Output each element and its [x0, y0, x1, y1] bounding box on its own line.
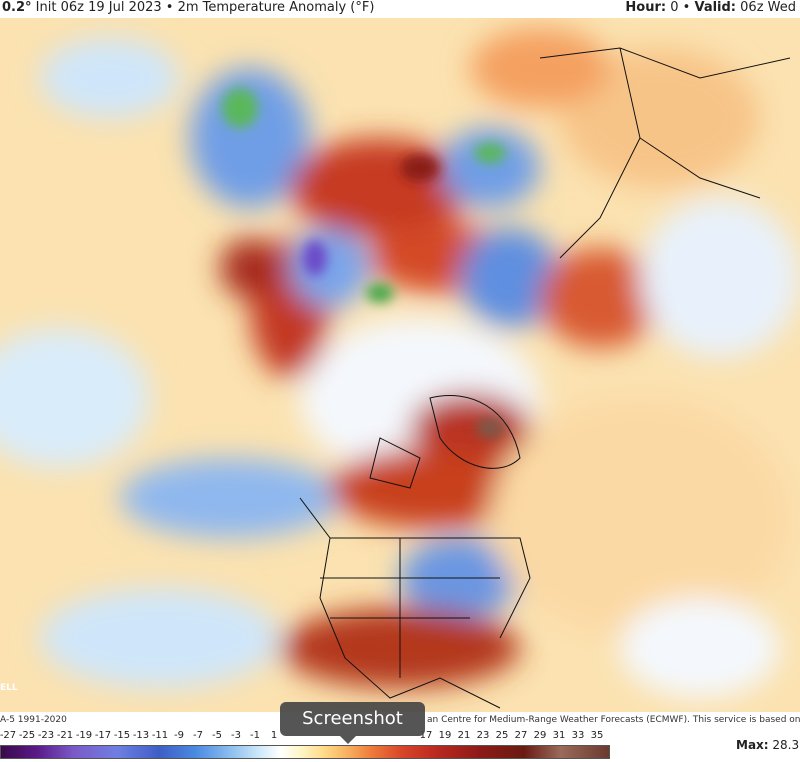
- top-bar: 0.2° Init 06z 19 Jul 2023 • 2m Temperatu…: [0, 0, 800, 18]
- colorbar-label: 35: [590, 730, 604, 741]
- valid-label: Valid:: [694, 0, 737, 15]
- colorbar-label: 27: [514, 730, 528, 741]
- colorbar-label: -15: [113, 730, 131, 741]
- colorbar-label: 25: [495, 730, 509, 741]
- colorbar: [0, 745, 610, 759]
- valid: 06z Wed: [740, 0, 796, 15]
- colorbar-label: 33: [571, 730, 585, 741]
- colorbar-label: -1: [250, 730, 260, 741]
- anomaly-extremes: [222, 88, 506, 438]
- colorbar-label: 23: [476, 730, 490, 741]
- tooltip-arrow: [340, 736, 356, 744]
- colorbar-label: -9: [174, 730, 184, 741]
- max-box: Max: 28.3: [736, 738, 799, 752]
- header-title: Init 06z 19 Jul 2023 • 2m Temperature An…: [35, 0, 375, 15]
- coastlines: [299, 47, 791, 709]
- hour-label: Hour:: [625, 0, 667, 15]
- header-left: 0.2° Init 06z 19 Jul 2023 • 2m Temperatu…: [2, 0, 374, 16]
- colorbar-label: -21: [56, 730, 74, 741]
- colorbar-label: -5: [212, 730, 222, 741]
- colorbar-label: -27: [0, 730, 17, 741]
- credit-text: an Centre for Medium-Range Weather Forec…: [427, 715, 800, 725]
- colorbar-label: -19: [75, 730, 93, 741]
- anomaly-map: [0, 18, 800, 712]
- colorbar-label: 29: [533, 730, 547, 741]
- colorbar-label: -11: [151, 730, 169, 741]
- colorbar-label: 1: [270, 730, 278, 741]
- logo: ELL: [0, 683, 18, 693]
- colorbar-label: 19: [438, 730, 452, 741]
- hour: 0 •: [670, 0, 691, 15]
- model-version: 0.2°: [2, 0, 32, 15]
- colorbar-label: -13: [132, 730, 150, 741]
- colorbar-labels: -27 -25 -23 -21 -19 -17 -15 -13 -11 -9 -7 -5 -3 -1 1 17…: [0, 728, 620, 744]
- colorbar-label: -25: [18, 730, 36, 741]
- tooltip: Screenshot: [280, 702, 425, 736]
- header-right: Hour: 0 • Valid: 06z Wed: [625, 0, 796, 16]
- colorbar-label: -3: [231, 730, 241, 741]
- colorbar-label: -23: [37, 730, 55, 741]
- colorbar-label: -17: [94, 730, 112, 741]
- max-value: 28.3: [772, 738, 800, 752]
- max-label: Max:: [736, 738, 769, 752]
- colorbar-label: -7: [193, 730, 203, 741]
- climatology: A-5 1991-2020: [0, 715, 67, 725]
- colorbar-label: 21: [457, 730, 471, 741]
- colorbar-label: 17: [419, 730, 433, 741]
- colorbar-label: 31: [552, 730, 566, 741]
